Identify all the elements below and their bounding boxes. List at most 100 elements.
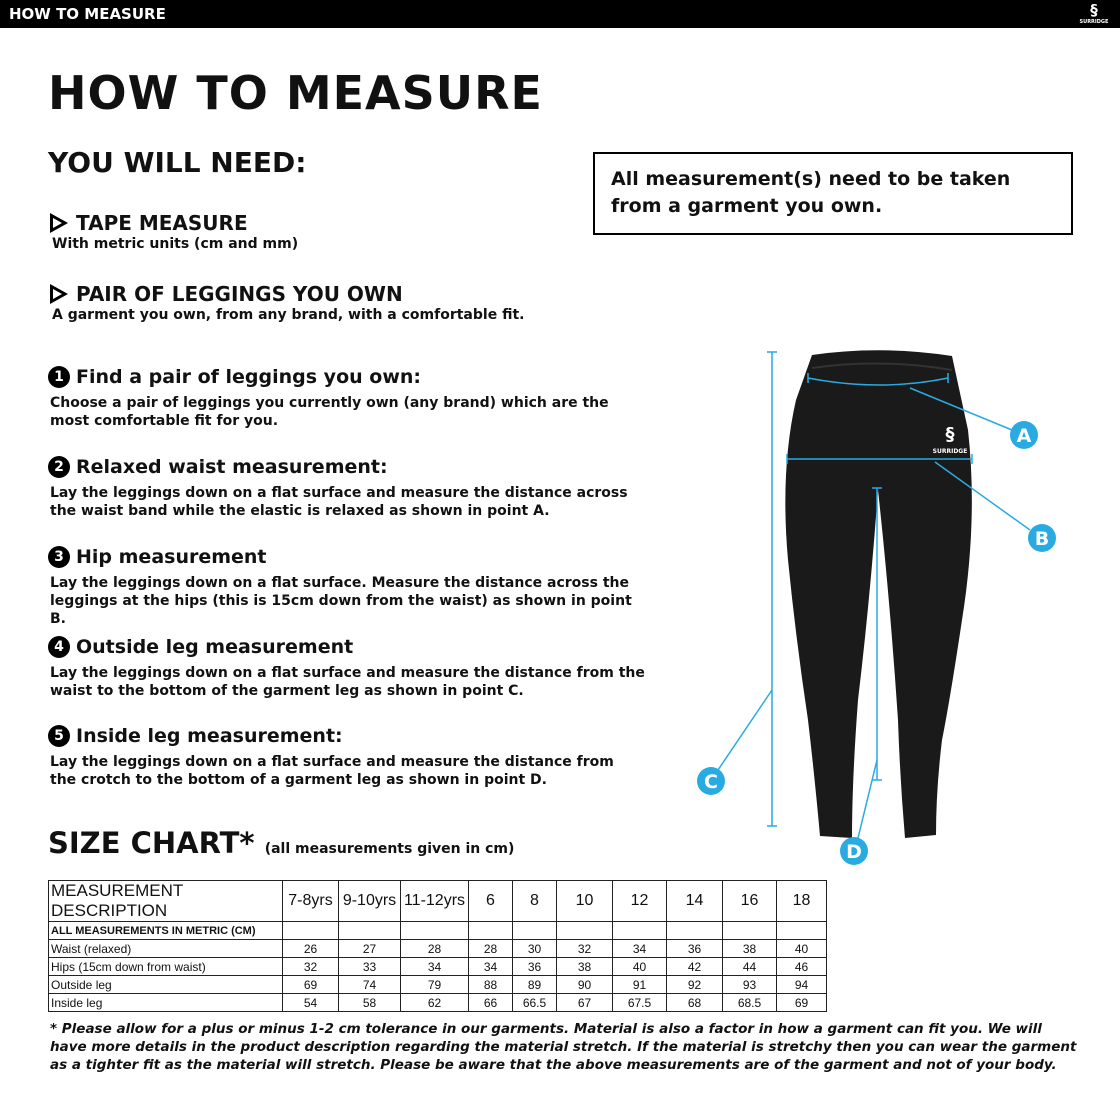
step-desc: Lay the leggings down on a flat surface …	[50, 485, 628, 519]
value-cell: 42	[666, 957, 723, 976]
value-cell: 67	[556, 993, 613, 1012]
point-c-marker: C	[697, 767, 725, 795]
header-cell: 12	[612, 880, 667, 922]
table-row: Hips (15cm down from waist) 32 33 34 34 36 38 4…	[48, 957, 827, 976]
value-cell: 74	[338, 975, 401, 994]
svg-text:D: D	[846, 841, 862, 863]
top-bar: HOW TO MEASURE	[0, 0, 1120, 28]
size-chart-title: SIZE CHART* (all measurements given in c…	[48, 826, 514, 860]
step-2: 2 Relaxed waist measurement: Lay the leggi…	[48, 456, 628, 520]
header-cell: 10	[556, 880, 613, 922]
value-cell: 90	[556, 975, 613, 994]
value-cell: 36	[666, 939, 723, 958]
value-cell: 34	[468, 957, 513, 976]
value-cell: 89	[512, 975, 557, 994]
row-label: Outside leg	[48, 975, 283, 994]
value-cell: 44	[722, 957, 777, 976]
header-cell: 16	[722, 880, 777, 922]
step-number: 3	[48, 546, 70, 568]
step-number: 4	[48, 636, 70, 658]
need-item-leggings: PAIR OF LEGGINGS YOU OWN A garment you o…	[50, 282, 524, 324]
value-cell: 40	[776, 939, 827, 958]
value-cell: 67.5	[612, 993, 667, 1012]
need-desc: With metric units (cm and mm)	[52, 236, 299, 252]
table-row: Inside leg 54 58 62 66 66.5 67 67.5 68 68.5 69	[48, 993, 827, 1012]
value-cell: 94	[776, 975, 827, 994]
point-a-marker: A	[1010, 421, 1038, 449]
value-cell: 36	[512, 957, 557, 976]
step-desc: Lay the leggings down on a flat surface …	[50, 754, 614, 788]
value-cell: 66	[468, 993, 513, 1012]
header-cell: 18	[776, 880, 827, 922]
size-chart-table: MEASUREMENT DESCRIPTION 7-8yrs 9-10yrs 11-1…	[48, 880, 827, 1012]
need-title: PAIR OF LEGGINGS YOU OWN	[76, 282, 403, 306]
need-item-tape: TAPE MEASURE With metric units (cm and m…	[50, 211, 298, 253]
step-number: 1	[48, 366, 70, 388]
row-label: Waist (relaxed)	[48, 939, 283, 958]
row-label: Inside leg	[48, 993, 283, 1012]
step-title: Find a pair of leggings you own:	[76, 366, 421, 388]
value-cell: 33	[338, 957, 401, 976]
value-cell: 38	[556, 957, 613, 976]
value-cell: 34	[612, 939, 667, 958]
step-desc: Lay the leggings down on a flat surface.…	[50, 575, 632, 627]
svg-text:C: C	[704, 771, 718, 793]
garment-logo-icon: §	[946, 424, 955, 445]
play-triangle-icon	[50, 284, 68, 304]
value-cell: 34	[400, 957, 469, 976]
row-label: Hips (15cm down from waist)	[48, 957, 283, 976]
step-3: 3 Hip measurement Lay the leggings down on…	[48, 546, 648, 628]
point-b-marker: B	[1028, 524, 1056, 552]
step-title: Inside leg measurement:	[76, 725, 343, 747]
step-desc: Lay the leggings down on a flat surface …	[50, 665, 645, 699]
value-cell: 32	[282, 957, 339, 976]
page-title: HOW TO MEASURE	[48, 66, 543, 120]
footnote: * Please allow for a plus or minus 1-2 c…	[50, 1021, 1077, 1073]
header-cell: 14	[666, 880, 723, 922]
header-cell: 9-10yrs	[338, 880, 401, 922]
play-triangle-icon	[50, 213, 68, 233]
value-cell: 62	[400, 993, 469, 1012]
value-cell: 46	[776, 957, 827, 976]
surridge-logo: § SURRIDGE	[1079, 1, 1109, 26]
value-cell: 58	[338, 993, 401, 1012]
value-cell: 28	[468, 939, 513, 958]
value-cell: 27	[338, 939, 401, 958]
svg-text:B: B	[1035, 528, 1049, 550]
you-will-need-heading: YOU WILL NEED:	[48, 146, 307, 179]
table-row: Waist (relaxed) 26 27 28 28 30 32 34 36 38 40	[48, 939, 827, 958]
value-cell: 32	[556, 939, 613, 958]
value-cell: 68.5	[722, 993, 777, 1012]
notice-box: All measurement(s) need to be taken from…	[593, 152, 1073, 235]
step-1: 1 Find a pair of leggings you own: Choose …	[48, 366, 648, 430]
value-cell: 69	[776, 993, 827, 1012]
need-desc: A garment you own, from any brand, with …	[52, 307, 525, 323]
value-cell: 40	[612, 957, 667, 976]
subheader-cell: ALL MEASUREMENTS IN METRIC (CM)	[48, 921, 283, 940]
value-cell: 66.5	[512, 993, 557, 1012]
value-cell: 38	[722, 939, 777, 958]
value-cell: 69	[282, 975, 339, 994]
value-cell: 92	[666, 975, 723, 994]
step-title: Outside leg measurement	[76, 636, 354, 658]
value-cell: 88	[468, 975, 513, 994]
need-title: TAPE MEASURE	[76, 211, 248, 235]
value-cell: 68	[666, 993, 723, 1012]
svg-text:A: A	[1017, 425, 1032, 447]
header-cell: 6	[468, 880, 513, 922]
step-4: 4 Outside leg measurement Lay the leggings…	[48, 636, 648, 700]
table-subheader-row: ALL MEASUREMENTS IN METRIC (CM)	[48, 921, 827, 940]
value-cell: 93	[722, 975, 777, 994]
size-chart-heading: SIZE CHART*	[48, 826, 255, 860]
value-cell: 54	[282, 993, 339, 1012]
step-5: 5 Inside leg measurement: Lay the leggings…	[48, 725, 628, 789]
value-cell: 91	[612, 975, 667, 994]
step-title: Hip measurement	[76, 546, 267, 568]
top-bar-title: HOW TO MEASURE	[9, 5, 166, 23]
header-cell: 11-12yrs	[400, 880, 469, 922]
svg-text:SURRIDGE: SURRIDGE	[933, 448, 968, 455]
header-cell: 7-8yrs	[282, 880, 339, 922]
table-row: Outside leg 69 74 79 88 89 90 91 92 93 94	[48, 975, 827, 994]
table-header-row: MEASUREMENT DESCRIPTION 7-8yrs 9-10yrs 11-1…	[48, 880, 827, 922]
